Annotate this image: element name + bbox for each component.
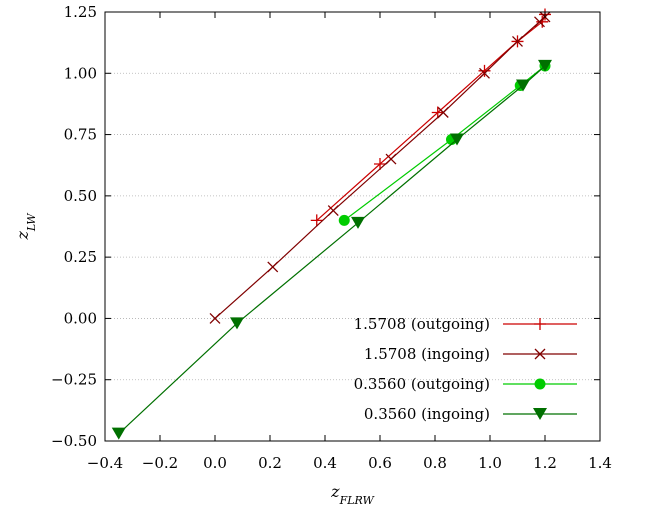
legend-label: 0.3560 (outgoing) (354, 375, 490, 393)
data-point (327, 205, 339, 217)
legend-label: 1.5708 (outgoing) (354, 315, 490, 333)
x-tick-label: 0.8 (423, 454, 447, 472)
ticks (104, 11, 601, 442)
data-point (385, 153, 397, 165)
legend-item: 1.5708 (ingoing) (364, 345, 577, 363)
grid (105, 72, 600, 381)
data-point (351, 216, 365, 229)
x-tick-label: −0.2 (142, 454, 178, 472)
legend-label: 0.3560 (ingoing) (364, 405, 490, 423)
legend-marker (534, 318, 546, 330)
series-1 (310, 8, 551, 227)
data-point (536, 15, 549, 28)
x-tick-label: 0.0 (203, 454, 227, 472)
series-line (316, 14, 546, 221)
legend-item: 1.5708 (outgoing) (354, 315, 577, 333)
y-axis-label: zLW (13, 212, 38, 241)
legend-label: 1.5708 (ingoing) (364, 345, 490, 363)
x-tick-label: 1.2 (533, 454, 557, 472)
legend-marker (533, 408, 547, 420)
data-point (516, 79, 530, 92)
data-point (230, 317, 244, 330)
y-tick-label: −0.50 (51, 432, 97, 450)
x-axis-label: zFLRW (330, 482, 375, 507)
data-point (310, 214, 323, 227)
data-point (437, 107, 449, 118)
legend-marker (534, 348, 546, 360)
y-tick-label: −0.25 (51, 371, 97, 389)
data-point (111, 427, 126, 440)
data-point (538, 59, 552, 72)
data-point (338, 214, 350, 226)
x-tick-label: 0.2 (258, 454, 282, 472)
series-4 (111, 59, 552, 440)
legend-item: 0.3560 (outgoing) (354, 375, 577, 393)
data-point (267, 261, 279, 273)
tick-labels: −0.50 −0.25 0.00 0.25 0.50 0.75 1.00 1.25 −0.4 −0… (51, 3, 612, 472)
x-tick-label: 1.4 (588, 454, 612, 472)
x-tick-label: 0.6 (368, 454, 392, 472)
data-point (431, 106, 444, 119)
series-2 (209, 11, 551, 324)
legend: 1.5708 (outgoing) 1.5708 (ingoing) 0.3560 … (354, 315, 577, 423)
x-tick-label: 1.0 (478, 454, 502, 472)
y-tick-label: 0.00 (64, 309, 97, 327)
x-tick-label: 0.4 (313, 454, 337, 472)
legend-marker (534, 378, 546, 390)
data-point (374, 157, 386, 170)
y-tick-label: 0.25 (64, 248, 97, 266)
y-tick-label: 0.75 (64, 126, 97, 144)
legend-item: 0.3560 (ingoing) (364, 405, 577, 423)
series-layer (111, 8, 552, 440)
data-point (478, 64, 491, 77)
data-point (450, 133, 464, 146)
y-tick-label: 0.50 (64, 187, 97, 205)
data-point (479, 67, 490, 79)
data-point (209, 312, 221, 324)
data-point (512, 35, 523, 47)
x-tick-label: −0.4 (87, 454, 123, 472)
series-line (343, 65, 546, 221)
y-tick-label: 1.25 (64, 3, 97, 21)
y-tick-label: 1.00 (64, 64, 97, 82)
plot-frame (104, 11, 601, 442)
series-3 (338, 60, 551, 226)
